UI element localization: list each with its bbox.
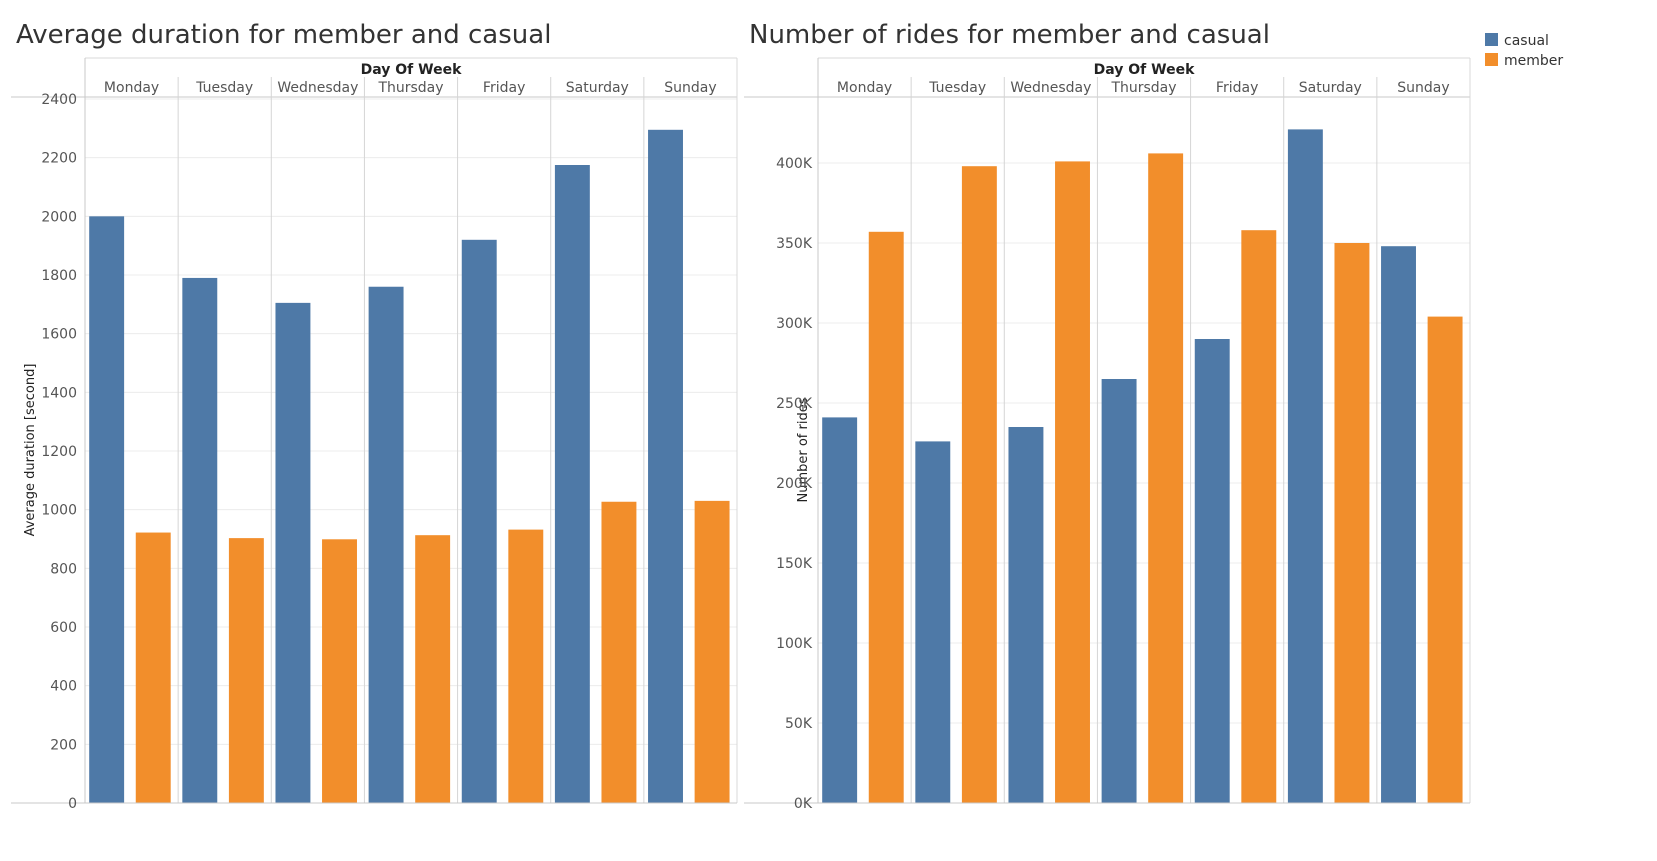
bar-casual-wednesday[interactable] <box>275 302 311 803</box>
bar-member-saturday[interactable] <box>601 501 637 803</box>
y-tick-label: 600 <box>50 620 77 636</box>
duration-chart: Monday Tuesday Wednesday Thursday Friday Satu… <box>11 57 738 812</box>
legend-swatch-casual <box>1485 33 1498 46</box>
bar-casual-sunday[interactable] <box>1381 246 1416 803</box>
bar-member-tuesday[interactable] <box>961 166 997 803</box>
y-tick-label: 0K <box>794 796 813 812</box>
category-label-thursday: Thursday <box>1110 80 1176 96</box>
y-tick-label: 400K <box>776 156 813 172</box>
bar-casual-thursday[interactable] <box>1101 379 1137 803</box>
category-label-friday: Friday <box>483 80 525 96</box>
category-label-monday: Monday <box>837 80 892 96</box>
y-tick-label: 250K <box>776 396 813 412</box>
y-tick-label: 1600 <box>41 327 77 343</box>
bar-casual-monday[interactable] <box>89 216 125 804</box>
category-label-friday: Friday <box>1216 80 1258 96</box>
bar-member-wednesday[interactable] <box>322 539 357 803</box>
category-label-monday: Monday <box>104 80 159 96</box>
bar-member-monday[interactable] <box>868 231 904 804</box>
y-tick-label: 400 <box>50 679 77 695</box>
bar-member-wednesday[interactable] <box>1055 161 1090 803</box>
bar-member-thursday[interactable] <box>1148 153 1184 803</box>
bar-casual-tuesday[interactable] <box>182 277 218 803</box>
category-label-tuesday: Tuesday <box>928 80 986 96</box>
category-label-tuesday: Tuesday <box>195 80 253 96</box>
category-label-sunday: Sunday <box>1397 80 1449 96</box>
y-tick-label: 50K <box>785 716 813 732</box>
bar-casual-thursday[interactable] <box>368 286 404 803</box>
y-tick-label: 100K <box>776 636 813 652</box>
y-tick-label: 300K <box>776 316 813 332</box>
y-tick-label: 0 <box>68 796 77 812</box>
column-header-duration: Day Of Week <box>361 62 462 78</box>
bar-casual-sunday[interactable] <box>648 129 683 804</box>
y-tick-label: 150K <box>776 556 813 572</box>
legend-label-member: member <box>1504 53 1563 69</box>
y-tick-label: 1200 <box>41 444 77 460</box>
chart-title-duration: Average duration for member and casual <box>16 20 551 50</box>
bar-casual-saturday[interactable] <box>554 165 590 803</box>
chart-title-rides: Number of rides for member and casual <box>749 20 1270 50</box>
y-tick-label: 2400 <box>41 92 77 108</box>
rides-chart: Monday Tuesday Wednesday Thursday Friday Satu… <box>744 57 1471 812</box>
category-label-sunday: Sunday <box>664 80 716 96</box>
category-label-wednesday: Wednesday <box>277 80 358 96</box>
bar-member-saturday[interactable] <box>1334 243 1370 803</box>
legend: casual member <box>1485 33 1563 69</box>
legend-label-casual: casual <box>1504 33 1549 49</box>
bar-member-thursday[interactable] <box>415 535 451 803</box>
bar-casual-monday[interactable] <box>822 417 858 803</box>
y-axis-title-duration: Average duration [second] <box>23 364 38 537</box>
bar-casual-friday[interactable] <box>461 239 497 804</box>
bar-casual-wednesday[interactable] <box>1008 427 1044 803</box>
bar-member-friday[interactable] <box>1241 230 1277 803</box>
bar-casual-friday[interactable] <box>1194 339 1230 803</box>
bar-member-sunday[interactable] <box>1427 316 1463 803</box>
bar-member-sunday[interactable] <box>694 500 730 803</box>
bar-member-monday[interactable] <box>135 532 171 803</box>
y-tick-label: 2000 <box>41 209 77 225</box>
y-tick-label: 1000 <box>41 503 77 519</box>
bar-casual-saturday[interactable] <box>1287 129 1323 803</box>
y-tick-label: 200K <box>776 476 813 492</box>
y-tick-label: 350K <box>776 236 813 252</box>
y-axis-title-rides: Number of rides <box>796 397 811 502</box>
y-tick-label: 1800 <box>41 268 77 284</box>
y-tick-label: 200 <box>50 737 77 753</box>
column-header-rides: Day Of Week <box>1094 62 1195 78</box>
category-label-thursday: Thursday <box>377 80 443 96</box>
category-label-wednesday: Wednesday <box>1010 80 1091 96</box>
bar-casual-tuesday[interactable] <box>915 441 951 803</box>
legend-swatch-member <box>1485 53 1498 66</box>
bar-member-tuesday[interactable] <box>228 538 264 803</box>
category-label-saturday: Saturday <box>566 80 629 96</box>
y-tick-label: 2200 <box>41 151 77 167</box>
category-label-saturday: Saturday <box>1299 80 1362 96</box>
y-tick-label: 1400 <box>41 385 77 401</box>
bar-member-friday[interactable] <box>508 529 544 803</box>
y-tick-label: 800 <box>50 561 77 577</box>
